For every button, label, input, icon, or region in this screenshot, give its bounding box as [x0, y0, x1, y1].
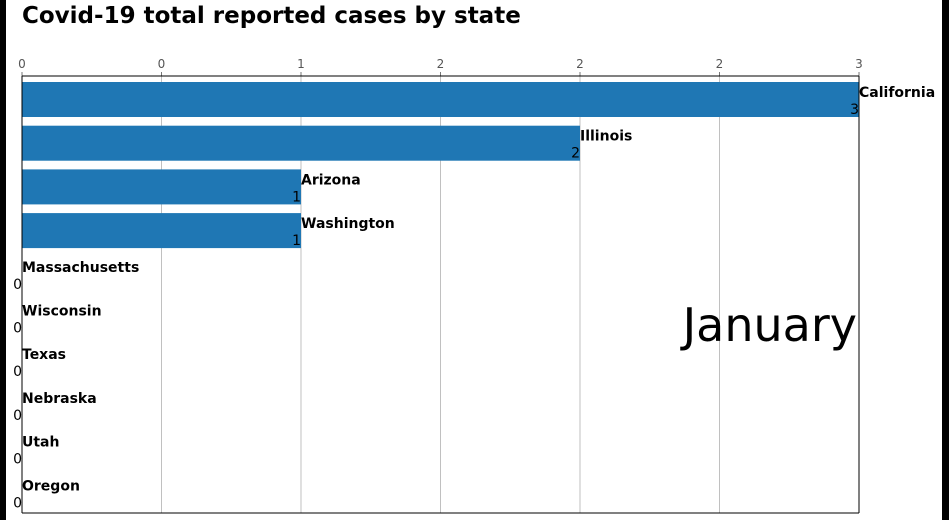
- bar-value-label: 2: [571, 146, 580, 162]
- bar: [22, 169, 301, 205]
- x-tick-label: 0: [158, 57, 166, 71]
- bar-value-label: 1: [292, 189, 301, 205]
- bar-category-label: Oregon: [22, 478, 80, 494]
- bar-value-label: 3: [850, 102, 859, 118]
- bar-category-label: California: [859, 85, 935, 101]
- bar: [22, 125, 580, 161]
- bar: [22, 213, 301, 249]
- bar: [22, 82, 859, 117]
- x-tick-label: 1: [297, 57, 305, 71]
- period-annotation: January: [680, 298, 857, 352]
- bar-value-label: 0: [13, 495, 22, 511]
- bar-value-label: 0: [13, 321, 22, 337]
- bar-category-label: Nebraska: [22, 391, 97, 407]
- x-tick-label: 2: [716, 57, 724, 71]
- bar-category-label: Texas: [22, 347, 66, 363]
- bar-category-label: Washington: [301, 216, 395, 232]
- bar-category-label: Illinois: [580, 129, 632, 145]
- x-tick-label: 3: [855, 57, 863, 71]
- bar-value-label: 0: [13, 452, 22, 468]
- x-tick-label: 2: [437, 57, 445, 71]
- chart-title: Covid-19 total reported cases by state: [22, 3, 521, 29]
- bar-category-label: Massachusetts: [22, 260, 139, 276]
- bar-chart: 0 0 1 2 2 2 3California3Illinois2Arizona1Washi…: [13, 57, 935, 514]
- chart-frame: Covid-19 total reported cases by state 0…: [6, 0, 942, 520]
- bar-value-label: 1: [292, 233, 301, 249]
- bar-value-label: 0: [13, 364, 22, 380]
- bar-category-label: Arizona: [301, 172, 361, 188]
- bar-category-label: Utah: [22, 435, 59, 451]
- bar-value-label: 0: [13, 408, 22, 424]
- x-tick-label: 0: [18, 57, 26, 71]
- x-tick-label: 2: [576, 57, 584, 71]
- bar-category-label: Wisconsin: [22, 304, 102, 320]
- bar-value-label: 0: [13, 277, 22, 293]
